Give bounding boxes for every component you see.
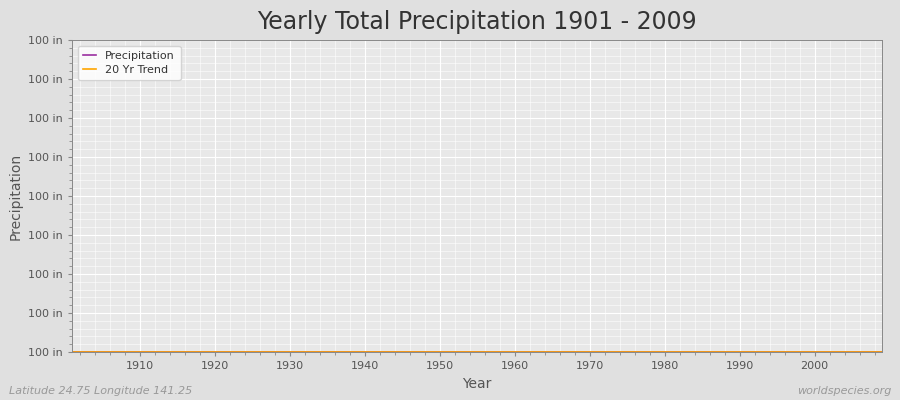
X-axis label: Year: Year bbox=[463, 376, 491, 390]
Text: Latitude 24.75 Longitude 141.25: Latitude 24.75 Longitude 141.25 bbox=[9, 386, 193, 396]
20 Yr Trend bbox=[509, 350, 520, 354]
Precipitation bbox=[501, 350, 512, 354]
Precipitation bbox=[877, 350, 887, 354]
Y-axis label: Precipitation: Precipitation bbox=[9, 152, 22, 240]
Text: worldspecies.org: worldspecies.org bbox=[796, 386, 891, 396]
Precipitation bbox=[127, 350, 138, 354]
Precipitation bbox=[67, 350, 77, 354]
20 Yr Trend bbox=[599, 350, 610, 354]
Legend: Precipitation, 20 Yr Trend: Precipitation, 20 Yr Trend bbox=[77, 46, 181, 80]
20 Yr Trend bbox=[127, 350, 138, 354]
20 Yr Trend bbox=[292, 350, 302, 354]
Precipitation bbox=[292, 350, 302, 354]
20 Yr Trend bbox=[501, 350, 512, 354]
Precipitation bbox=[599, 350, 610, 354]
Precipitation bbox=[509, 350, 520, 354]
Precipitation bbox=[337, 350, 347, 354]
20 Yr Trend bbox=[877, 350, 887, 354]
20 Yr Trend bbox=[337, 350, 347, 354]
20 Yr Trend bbox=[67, 350, 77, 354]
Title: Yearly Total Precipitation 1901 - 2009: Yearly Total Precipitation 1901 - 2009 bbox=[257, 10, 697, 34]
